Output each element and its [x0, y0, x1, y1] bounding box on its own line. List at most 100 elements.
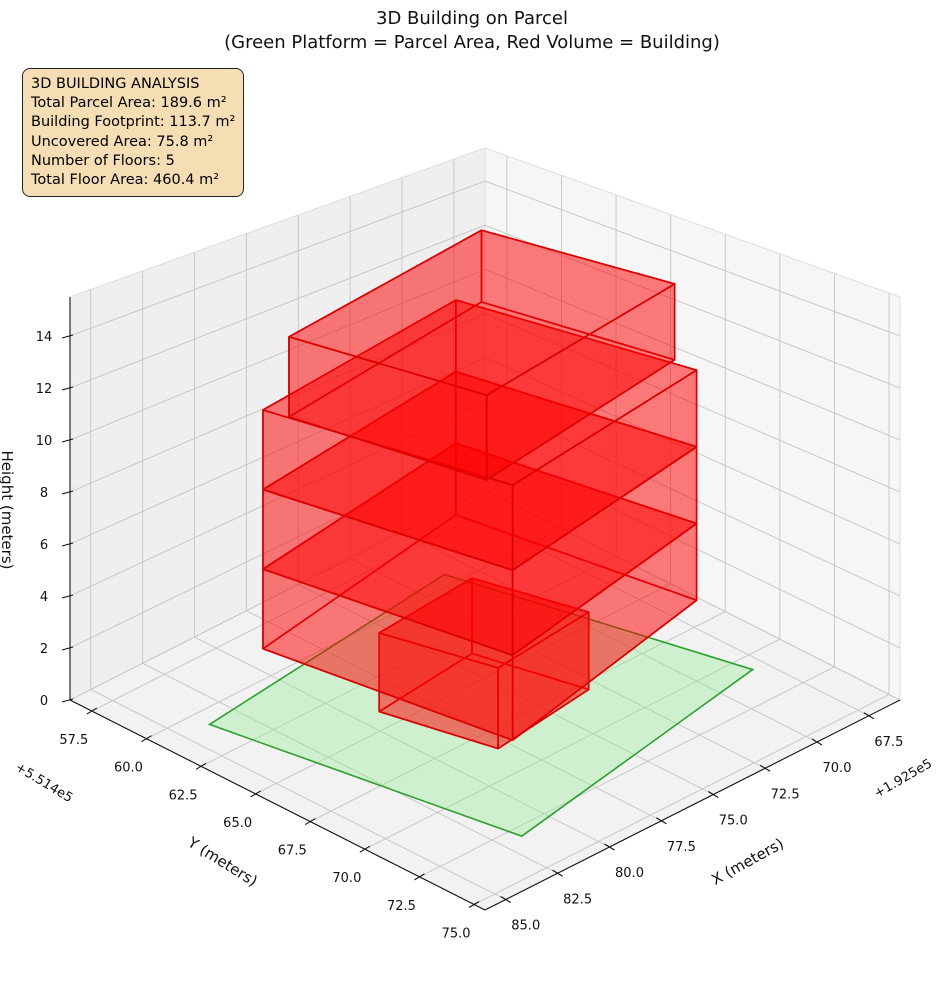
floor-top-face [378, 577, 590, 669]
y-tick-label: 60.0 [114, 761, 143, 776]
z-tick [61, 594, 74, 599]
gridlines [69, 155, 901, 905]
x-tick-label: 80.0 [615, 866, 644, 881]
axis-lines [61, 297, 901, 911]
gridline-z-left [69, 313, 486, 493]
gridline-x-floor [90, 689, 506, 900]
x-tick-label: 77.5 [667, 840, 696, 855]
parcel-platform [207, 573, 755, 838]
info-line: Total Parcel Area: 189.6 m² [31, 95, 227, 112]
gridline-z-right [484, 357, 901, 545]
info-line: Building Footprint: 113.7 m² [31, 114, 236, 131]
gridline-z-right [484, 445, 901, 649]
y-offset-text: +5.514e5 [12, 760, 75, 806]
gridline-y-floor [364, 638, 781, 850]
y-tick [304, 818, 316, 826]
info-line: Total Floor Area: 460.4 m² [31, 172, 220, 189]
gridline-z-left [69, 357, 486, 545]
x-tick-label: 67.5 [874, 735, 903, 750]
building-volume [262, 229, 698, 750]
y-tick [141, 735, 152, 743]
gridline-y-floor [419, 666, 835, 878]
x-axis-line [484, 699, 901, 911]
z-tick-label: 10 [36, 434, 53, 449]
z-tick [61, 386, 74, 391]
gridline-z-left [69, 445, 486, 649]
y-axis-line [69, 699, 486, 911]
gridline-y-floor [255, 583, 671, 795]
y-tick [250, 790, 261, 798]
y-tick-label: 72.5 [387, 899, 416, 914]
gridline-x-floor [453, 505, 870, 717]
y-tick-label: 67.5 [278, 844, 307, 859]
gridline-y-floor [310, 611, 726, 822]
z-tick-label: 6 [40, 538, 48, 553]
y-tick [359, 845, 371, 853]
z-tick [61, 698, 74, 703]
chart-title-line1: 3D Building on Parcel [376, 8, 568, 29]
tick-labels: 67.5 70.0 72.5 75.0 77.5 80.0 82.5 85.0 57.5 60.0… [36, 330, 904, 941]
y-tick [468, 901, 480, 908]
x-tick-label: 85.0 [511, 919, 540, 934]
gridline-y-floor [91, 500, 508, 712]
gridline-x-floor [194, 636, 610, 848]
z-tick [61, 438, 74, 443]
x-tick-label: 70.0 [823, 761, 852, 776]
chart-title-line2: (Green Platform = Parcel Area, Red Volum… [224, 32, 720, 53]
gridline-z-left [69, 489, 486, 701]
gridline-z-right [484, 268, 901, 441]
x-offset-text: +1.925e5 [872, 756, 935, 801]
gridline-z-right [484, 180, 901, 337]
z-tick-label: 14 [36, 330, 53, 345]
x-tick-label: 75.0 [719, 814, 748, 829]
z-axis-label: Height (meters) [0, 451, 16, 570]
x-tick [759, 764, 771, 772]
gridline-y-floor [200, 555, 617, 767]
z-tick [61, 490, 74, 495]
y-tick [86, 707, 98, 715]
x-tick [863, 712, 875, 720]
y-tick [195, 762, 207, 770]
gridline-x-floor [298, 584, 714, 795]
gridline-z-right [484, 401, 901, 597]
x-tick [707, 791, 719, 798]
parcel-polygon [207, 573, 755, 838]
info-line: Number of Floors: 5 [31, 152, 175, 169]
x-tick-label: 72.5 [771, 787, 800, 802]
x-tick [656, 817, 667, 825]
z-tick-label: 12 [36, 382, 53, 397]
y-tick-label: 75.0 [442, 926, 471, 941]
gridline-y-floor [473, 694, 890, 905]
x-tick [604, 843, 615, 851]
z-tick-label: 0 [40, 694, 48, 709]
z-tick [61, 542, 74, 547]
x-tick-label: 82.5 [563, 892, 592, 907]
gridline-x-floor [401, 531, 818, 743]
gridline-z-right [484, 313, 901, 493]
x-tick [500, 896, 512, 903]
floor-top-face [288, 229, 676, 396]
x-axis-label: X (meters) [708, 834, 786, 888]
z-tick [61, 334, 74, 339]
gridline-z-left [69, 401, 486, 597]
z-tick-label: 8 [40, 486, 48, 501]
z-tick-label: 2 [40, 642, 48, 657]
y-tick [414, 873, 425, 881]
gridline-z-left [69, 268, 486, 441]
analysis-info-box: 3D BUILDING ANALYSIS Total Parcel Area: … [22, 68, 245, 198]
gridline-z-right [484, 489, 901, 701]
x-tick [811, 738, 823, 746]
y-tick-label: 70.0 [332, 871, 361, 886]
info-heading: 3D BUILDING ANALYSIS [31, 76, 200, 92]
x-tick [552, 869, 563, 877]
y-tick-label: 62.5 [169, 788, 198, 803]
gridline-z-left [69, 180, 486, 337]
y-axis-label: Y (meters) [184, 833, 261, 890]
y-tick-label: 57.5 [59, 733, 88, 748]
y-tick-label: 65.0 [223, 816, 252, 831]
z-tick-label: 4 [40, 590, 48, 605]
z-tick [61, 646, 74, 651]
gridline-z-left [69, 224, 486, 389]
info-line: Uncovered Area: 75.8 m² [31, 133, 214, 150]
